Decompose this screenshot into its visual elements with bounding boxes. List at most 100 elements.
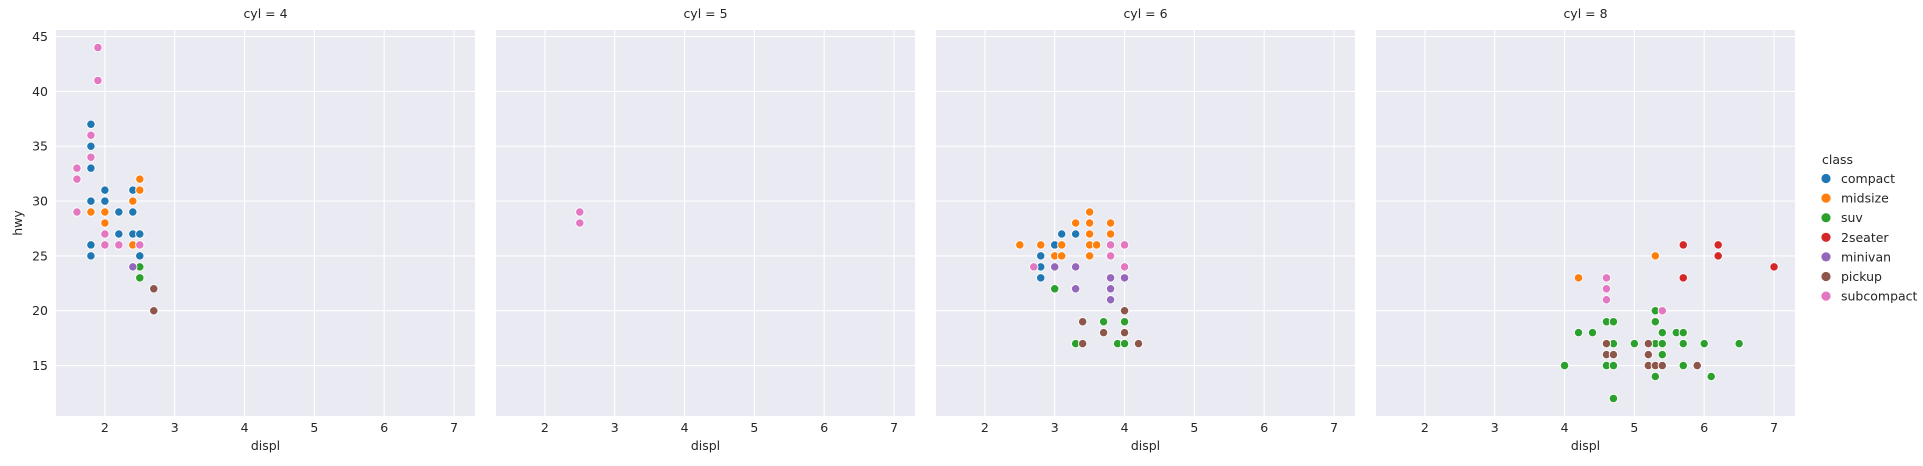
legend-label-midsize: midsize	[1841, 191, 1889, 206]
data-point-midsize	[100, 207, 110, 217]
series-subcompact	[1601, 273, 1667, 316]
data-point-compact	[86, 119, 96, 129]
data-point-midsize	[1015, 240, 1025, 250]
data-point-suv	[1050, 284, 1060, 294]
legend: class compact midsize suv 2seater minivan pick…	[1821, 152, 1918, 304]
data-point-pickup	[149, 306, 159, 316]
data-point-suv	[1657, 338, 1667, 349]
panel-background	[936, 30, 1355, 416]
data-point-subcompact	[575, 218, 585, 228]
series-pickup	[1601, 338, 1702, 371]
data-point-midsize	[100, 218, 110, 228]
data-point-2seater	[1713, 240, 1723, 250]
x-axis-label: displ	[1131, 438, 1160, 453]
data-point-subcompact	[86, 152, 96, 162]
series-minivan	[128, 262, 138, 272]
data-point-suv	[1587, 328, 1598, 338]
data-point-compact	[86, 240, 96, 250]
legend-label-2seater: 2seater	[1841, 230, 1889, 245]
data-point-compact	[114, 207, 124, 217]
data-point-compact	[1057, 229, 1067, 239]
data-point-midsize	[1573, 273, 1584, 283]
data-point-subcompact	[114, 240, 124, 250]
legend-label-pickup: pickup	[1841, 269, 1882, 284]
data-point-compact	[1036, 273, 1046, 283]
data-point-pickup	[1133, 338, 1144, 349]
data-point-midsize	[1105, 229, 1116, 239]
x-tick-label: 6	[380, 420, 388, 435]
data-point-compact	[86, 196, 96, 206]
data-point-midsize	[1105, 218, 1116, 228]
data-point-subcompact	[1105, 251, 1116, 261]
series-midsize	[1015, 207, 1116, 261]
data-point-suv	[1734, 338, 1744, 349]
x-tick-label: 3	[1491, 420, 1499, 435]
series-suv	[135, 262, 145, 283]
data-point-pickup	[1601, 338, 1612, 349]
data-point-compact	[135, 229, 145, 239]
x-tick-label: 4	[681, 420, 689, 435]
legend-title: class	[1822, 152, 1853, 167]
y-tick-label: 20	[32, 303, 48, 318]
data-point-suv	[1629, 338, 1640, 349]
panel-background	[496, 30, 915, 416]
data-point-suv	[1650, 371, 1660, 382]
x-tick-label: 5	[1190, 420, 1198, 435]
facet-title: cyl = 5	[683, 6, 727, 21]
data-point-pickup	[149, 284, 159, 294]
data-point-minivan	[1105, 284, 1116, 294]
data-point-subcompact	[93, 42, 103, 53]
data-point-midsize	[1071, 218, 1081, 228]
data-point-subcompact	[72, 163, 82, 173]
series-midsize	[1573, 251, 1660, 283]
data-point-subcompact	[575, 207, 585, 217]
data-point-subcompact	[1601, 295, 1612, 305]
data-point-subcompact	[100, 240, 110, 250]
x-tick-label: 2	[541, 420, 549, 435]
data-point-suv	[1573, 328, 1584, 338]
data-point-suv	[1678, 360, 1688, 371]
data-point-midsize	[1091, 240, 1102, 250]
data-point-suv	[1119, 338, 1130, 349]
facet-title: cyl = 6	[1123, 6, 1167, 21]
data-point-midsize	[1084, 229, 1095, 239]
x-tick-label: 6	[1260, 420, 1268, 435]
legend-label-suv: suv	[1841, 210, 1863, 225]
data-point-subcompact	[93, 75, 103, 86]
x-tick-label: 5	[1630, 420, 1638, 435]
data-point-subcompact	[72, 207, 82, 217]
data-point-minivan	[1050, 262, 1060, 272]
data-point-subcompact	[86, 130, 96, 140]
x-tick-label: 3	[611, 420, 619, 435]
data-point-suv	[1608, 360, 1619, 371]
data-point-suv	[1608, 393, 1619, 404]
x-axis-label: displ	[251, 438, 280, 453]
data-point-midsize	[135, 174, 145, 184]
x-axis-label: displ	[1571, 438, 1600, 453]
data-point-minivan	[1105, 295, 1116, 305]
data-point-midsize	[128, 196, 138, 206]
data-point-suv	[1650, 317, 1660, 327]
y-tick-label: 30	[32, 194, 48, 209]
data-point-subcompact	[1119, 262, 1130, 272]
series-2seater	[1678, 240, 1779, 283]
x-tick-label: 2	[101, 420, 109, 435]
x-tick-label: 4	[241, 420, 249, 435]
series-subcompact	[575, 207, 585, 228]
x-tick-label: 3	[171, 420, 179, 435]
panel-background	[1376, 30, 1795, 416]
data-point-suv	[1699, 338, 1709, 349]
legend-marker-subcompact	[1821, 291, 1831, 301]
data-point-suv	[1098, 317, 1109, 327]
data-point-compact	[1036, 251, 1046, 261]
data-point-midsize	[1084, 207, 1095, 217]
data-point-midsize	[1084, 251, 1095, 261]
data-point-midsize	[86, 207, 96, 217]
series-subcompact	[72, 42, 145, 250]
data-point-compact	[100, 196, 110, 206]
facet-panel-4: 2 3 4 5 6 7 displ cyl = 8	[1376, 6, 1795, 453]
x-tick-label: 6	[1700, 420, 1708, 435]
data-point-subcompact	[135, 240, 145, 250]
data-point-subcompact	[1029, 262, 1039, 272]
